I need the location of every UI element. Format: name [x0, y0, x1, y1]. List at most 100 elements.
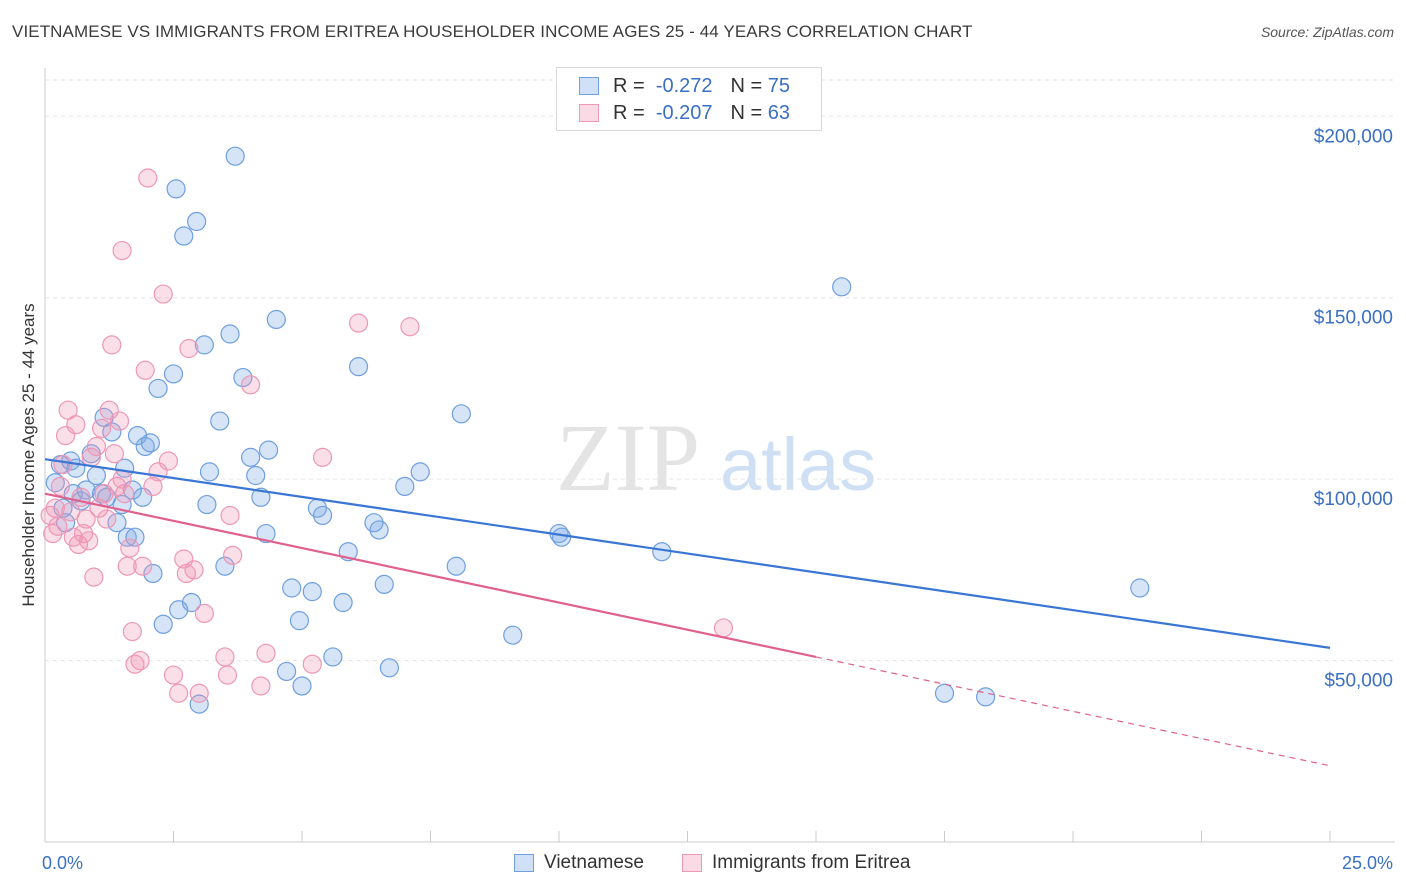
point-eritrea: [86, 436, 107, 457]
point-vietnamese: [197, 494, 217, 515]
bottom-legend-label: Vietnamese: [544, 852, 644, 873]
legend: R = -0.272 N = 75 R = -0.207 N = 63: [556, 67, 822, 131]
bottom-legend-eritrea: Immigrants from Eritrea: [682, 852, 910, 874]
point-eritrea: [189, 683, 209, 703]
bottom-legend-swatch-blue: [514, 854, 534, 872]
point-vietnamese: [282, 578, 302, 598]
point-eritrea: [220, 505, 240, 526]
y-tick-label: $50,000: [1324, 671, 1393, 692]
point-vietnamese: [102, 422, 122, 442]
point-eritrea: [53, 455, 73, 475]
point-vietnamese: [135, 436, 155, 457]
point-vietnamese: [503, 625, 523, 645]
axes: [44, 68, 1395, 843]
point-eritrea: [302, 654, 322, 674]
scatter-points: [40, 146, 1150, 714]
point-eritrea: [179, 338, 199, 359]
x-tick-label: 0.0%: [42, 853, 83, 873]
point-eritrea: [184, 560, 204, 580]
point-vietnamese: [225, 146, 245, 166]
legend-swatch-blue: [579, 77, 599, 95]
point-vietnamese: [153, 614, 173, 634]
point-vietnamese: [266, 309, 286, 330]
point-vietnamese: [220, 324, 240, 344]
point-eritrea: [68, 534, 89, 555]
point-vietnamese: [333, 592, 353, 613]
watermark-zip: ZIP: [556, 404, 700, 511]
point-eritrea: [109, 411, 130, 431]
point-eritrea: [135, 360, 155, 380]
y-axis-label: Householder Income Ages 25 - 44 years: [19, 303, 38, 606]
point-eritrea: [97, 509, 117, 529]
x-tick-label: 25.0%: [1342, 853, 1393, 873]
point-vietnamese: [410, 462, 430, 482]
point-vietnamese: [379, 658, 399, 678]
point-eritrea: [66, 415, 86, 435]
point-eritrea: [104, 444, 124, 464]
point-eritrea: [217, 665, 238, 685]
point-vietnamese: [215, 556, 235, 576]
point-vietnamese: [187, 211, 207, 232]
point-eritrea: [241, 375, 261, 395]
point-eritrea: [102, 335, 122, 355]
point-eritrea: [312, 447, 333, 467]
point-eritrea: [79, 531, 99, 551]
legend-r-label: R =: [613, 101, 645, 124]
watermark: ZIP atlas: [556, 404, 876, 511]
point-eritrea: [215, 647, 235, 667]
point-eritrea: [133, 556, 153, 576]
point-eritrea: [348, 313, 369, 333]
point-vietnamese: [86, 465, 107, 486]
point-eritrea: [400, 317, 420, 337]
trend-line-eritrea: [44, 492, 817, 659]
y-tick-labels: $50,000 $100,000 $150,000 $200,000: [1314, 126, 1393, 691]
legend-swatch-pink: [579, 104, 599, 122]
point-vietnamese: [289, 611, 310, 631]
point-vietnamese: [148, 378, 168, 399]
point-eritrea: [48, 516, 68, 536]
point-eritrea: [223, 545, 243, 565]
point-vietnamese: [45, 473, 65, 493]
point-vietnamese: [256, 523, 276, 544]
source-label: Source: ZipAtlas.com: [1260, 24, 1394, 40]
point-eritrea: [256, 643, 276, 663]
point-vietnamese: [323, 647, 343, 667]
point-vietnamese: [302, 582, 322, 602]
legend-r-value: -0.207: [655, 101, 713, 124]
chart-title: VIETNAMESE VS IMMIGRANTS FROM ERITREA HO…: [12, 22, 973, 41]
point-eritrea: [112, 240, 132, 261]
point-eritrea: [169, 683, 189, 703]
point-vietnamese: [107, 513, 127, 533]
legend-n-label: N =: [730, 74, 763, 97]
point-vietnamese: [140, 433, 160, 453]
point-vietnamese: [551, 527, 572, 547]
legend-row-vietnamese: R = -0.272 N = 75: [579, 74, 790, 98]
x-tick-labels: 0.0% 25.0%: [42, 853, 1393, 873]
point-eritrea: [138, 168, 158, 188]
point-eritrea: [153, 284, 173, 304]
point-vietnamese: [246, 465, 266, 486]
point-eritrea: [125, 654, 145, 674]
y-tick-label: $150,000: [1314, 308, 1393, 329]
point-vietnamese: [451, 404, 471, 424]
point-eritrea: [120, 538, 140, 558]
point-vietnamese: [292, 676, 312, 696]
point-vietnamese: [210, 411, 230, 431]
point-eritrea: [91, 418, 112, 438]
point-vietnamese: [1130, 578, 1150, 598]
point-eritrea: [84, 567, 104, 587]
legend-n-label: N =: [730, 101, 763, 124]
point-eritrea: [163, 665, 184, 685]
bottom-legend-vietnamese: Vietnamese: [514, 852, 644, 874]
point-vietnamese: [348, 357, 369, 377]
watermark-atlas: atlas: [720, 423, 876, 506]
point-eritrea: [76, 509, 96, 529]
legend-n-value: 75: [767, 74, 791, 97]
y-tick-label: $200,000: [1314, 126, 1393, 147]
point-vietnamese: [181, 592, 202, 613]
trend-lines: [44, 458, 1331, 767]
point-vietnamese: [199, 462, 220, 482]
point-vietnamese: [163, 364, 184, 384]
legend-n-value: 63: [767, 101, 791, 124]
